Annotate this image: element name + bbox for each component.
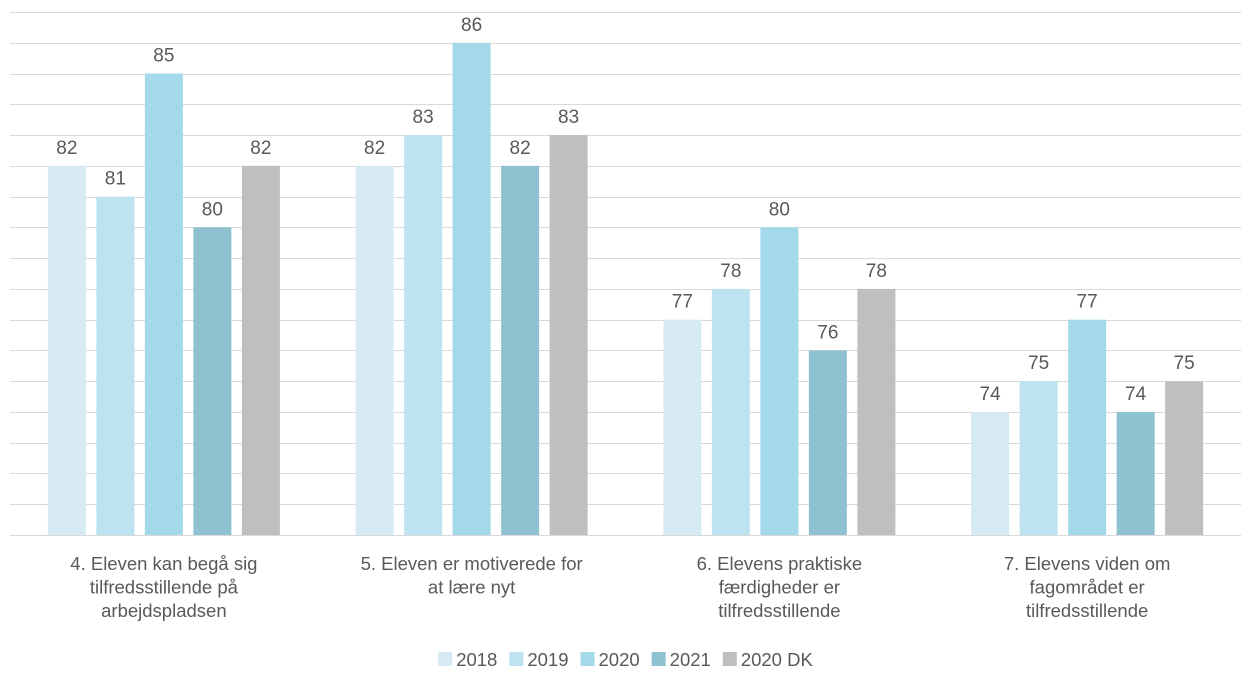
bar-2019 bbox=[96, 196, 135, 535]
legend-item-2020-dk: 2020 DK bbox=[722, 649, 814, 670]
bar-2020-dk bbox=[857, 288, 896, 535]
bar-2019 bbox=[711, 288, 750, 535]
data-labels: 82 81 85 80 82 82 83 86 82 83 77 78 80 76 78 74 75 77 74 75 bbox=[56, 15, 1194, 405]
legend-swatch bbox=[438, 652, 453, 666]
data-label: 85 bbox=[153, 46, 174, 67]
x-tick-label: 5. Eleven er motiverede for at lære nyt bbox=[361, 553, 583, 598]
bar-2019 bbox=[1019, 381, 1058, 535]
bar-2018 bbox=[355, 165, 394, 535]
legend-swatch bbox=[651, 652, 666, 666]
bar-2021 bbox=[1116, 411, 1155, 535]
data-label: 75 bbox=[1028, 353, 1049, 374]
bar-2021 bbox=[501, 165, 540, 535]
bar-2021 bbox=[193, 227, 232, 535]
bar-2018 bbox=[663, 319, 702, 535]
bar-2020 bbox=[1068, 319, 1107, 535]
x-tick-label: 7. Elevens viden om fagområdet er tilfreds… bbox=[1004, 553, 1171, 621]
legend-label: 2018 bbox=[456, 649, 497, 670]
data-label: 78 bbox=[866, 261, 887, 282]
data-label: 75 bbox=[1174, 353, 1195, 374]
legend-label: 2019 bbox=[527, 649, 568, 670]
bar-2020 bbox=[452, 42, 491, 535]
data-label: 80 bbox=[202, 199, 223, 220]
data-label: 77 bbox=[672, 292, 693, 313]
legend: 2018 2019 2020 2021 2020 DK bbox=[438, 649, 813, 670]
data-label: 82 bbox=[250, 138, 271, 159]
data-label: 83 bbox=[413, 107, 434, 128]
legend-item-2019: 2019 bbox=[509, 649, 569, 670]
data-label: 74 bbox=[1125, 384, 1147, 405]
legend-item-2018: 2018 bbox=[438, 649, 497, 670]
legend-label: 2020 DK bbox=[741, 649, 814, 670]
data-label: 78 bbox=[720, 261, 741, 282]
bar-2019 bbox=[404, 135, 443, 535]
legend-item-2020: 2020 bbox=[580, 649, 640, 670]
data-label: 82 bbox=[510, 138, 531, 159]
data-label: 83 bbox=[558, 107, 579, 128]
x-axis: 4. Eleven kan begå sig tilfredsstillende … bbox=[10, 535, 1241, 621]
data-label: 82 bbox=[364, 138, 385, 159]
legend-swatch bbox=[580, 652, 595, 666]
data-label: 82 bbox=[56, 138, 77, 159]
x-tick-label: 4. Eleven kan begå sig tilfredsstillende … bbox=[70, 553, 257, 621]
data-label: 77 bbox=[1077, 292, 1098, 313]
legend-label: 2020 bbox=[599, 649, 640, 670]
data-label: 80 bbox=[769, 199, 790, 220]
legend-swatch bbox=[722, 652, 737, 666]
bar-2020 bbox=[144, 73, 183, 535]
data-label: 86 bbox=[461, 15, 482, 36]
bar-2020 bbox=[760, 227, 799, 535]
bar-2020-dk bbox=[241, 165, 280, 535]
legend-item-2021: 2021 bbox=[651, 649, 711, 670]
data-label: 81 bbox=[105, 169, 126, 190]
bar-2020-dk bbox=[549, 135, 588, 535]
bar-2020-dk bbox=[1165, 381, 1204, 535]
bar-2021 bbox=[808, 350, 847, 535]
data-label: 76 bbox=[817, 322, 838, 343]
bar-2018 bbox=[47, 165, 86, 535]
data-label: 74 bbox=[980, 384, 1002, 405]
bar-2018 bbox=[971, 411, 1010, 535]
bars bbox=[47, 42, 1204, 535]
legend-label: 2021 bbox=[670, 649, 711, 670]
x-tick-label: 6. Elevens praktiske færdigheder er tilfre… bbox=[697, 553, 863, 621]
legend-swatch bbox=[509, 652, 524, 666]
